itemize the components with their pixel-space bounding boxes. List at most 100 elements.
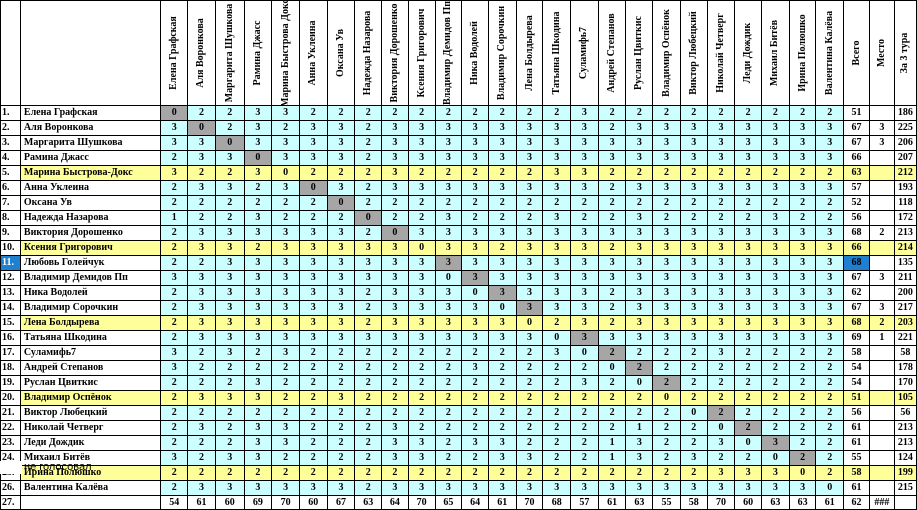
tours-cell[interactable]: 178 [893,360,917,376]
column-total-cell[interactable]: 61 [487,495,517,510]
score-cell[interactable]: 3 [515,240,544,256]
score-cell[interactable]: 2 [542,105,572,121]
score-cell[interactable]: 3 [326,300,356,316]
score-cell[interactable]: 3 [434,150,463,166]
score-cell[interactable]: 2 [734,375,763,391]
score-cell[interactable]: 3 [461,360,489,376]
score-cell[interactable]: 2 [298,450,328,466]
score-cell[interactable]: 3 [407,435,436,451]
score-cell[interactable]: 0 [243,150,273,166]
score-cell[interactable]: 3 [652,330,681,346]
score-cell[interactable]: 3 [679,315,708,331]
score-cell[interactable]: 2 [542,405,572,421]
score-cell[interactable]: 3 [187,240,216,256]
score-cell[interactable]: 0 [761,450,790,466]
score-cell[interactable]: 3 [706,300,736,316]
score-cell[interactable]: 3 [761,480,790,496]
score-cell[interactable]: 2 [354,165,383,181]
score-cell[interactable]: 2 [187,375,216,391]
score-cell[interactable]: 2 [187,435,216,451]
row-number[interactable]: 26. [0,480,21,496]
place-cell[interactable] [868,195,895,211]
score-cell[interactable]: 3 [407,135,436,151]
score-cell[interactable]: 2 [214,120,245,136]
tours-cell[interactable]: 213 [893,420,917,436]
score-cell[interactable]: 3 [271,315,300,331]
score-cell[interactable]: 2 [160,465,189,481]
score-cell[interactable]: 3 [625,225,654,241]
score-cell[interactable]: 3 [788,255,817,271]
score-cell[interactable]: 0 [679,405,708,421]
empty-cell[interactable] [893,495,917,510]
score-cell[interactable]: 2 [515,375,544,391]
column-header[interactable]: Ирина Полюшко [788,0,817,106]
score-cell[interactable]: 3 [381,330,409,346]
score-cell[interactable]: 3 [214,150,245,166]
score-cell[interactable]: 3 [597,225,627,241]
score-cell[interactable]: 2 [407,420,436,436]
row-number[interactable]: 2. [0,120,21,136]
score-cell[interactable]: 0 [597,360,627,376]
score-cell[interactable]: 2 [515,405,544,421]
tours-cell[interactable]: 118 [893,195,917,211]
score-cell[interactable]: 3 [487,450,517,466]
score-cell[interactable]: 3 [597,150,627,166]
score-cell[interactable]: 3 [625,255,654,271]
score-cell[interactable]: 3 [434,255,463,271]
column-total-cell[interactable]: 61 [187,495,216,510]
score-cell[interactable]: 2 [815,390,845,406]
score-cell[interactable]: 3 [515,480,544,496]
score-cell[interactable]: 3 [487,480,517,496]
score-cell[interactable]: 2 [354,465,383,481]
total-cell[interactable]: 58 [843,465,870,481]
score-cell[interactable]: 2 [625,105,654,121]
participant-name[interactable]: Анна Уклеина [19,180,162,196]
score-cell[interactable]: 3 [214,480,245,496]
score-cell[interactable]: 0 [515,315,544,331]
score-cell[interactable]: 2 [354,420,383,436]
score-cell[interactable]: 3 [381,150,409,166]
score-cell[interactable]: 2 [214,165,245,181]
score-cell[interactable]: 3 [679,285,708,301]
score-cell[interactable]: 2 [652,360,681,376]
score-cell[interactable]: 2 [354,480,383,496]
participant-name[interactable]: Аля Воронкова [19,120,162,136]
score-cell[interactable]: 2 [597,165,627,181]
score-cell[interactable]: 2 [597,240,627,256]
score-cell[interactable]: 2 [652,210,681,226]
score-cell[interactable]: 2 [407,360,436,376]
score-cell[interactable]: 2 [487,360,517,376]
score-cell[interactable]: 3 [734,240,763,256]
score-cell[interactable]: 3 [625,270,654,286]
score-cell[interactable]: 2 [160,195,189,211]
score-cell[interactable]: 2 [187,105,216,121]
score-cell[interactable]: 2 [354,180,383,196]
total-cell[interactable]: 66 [843,240,870,256]
score-cell[interactable]: 2 [298,390,328,406]
score-cell[interactable]: 2 [187,210,216,226]
score-cell[interactable]: 3 [652,255,681,271]
total-cell[interactable]: 68 [843,225,870,241]
place-cell[interactable] [868,165,895,181]
score-cell[interactable]: 3 [326,390,356,406]
column-header[interactable]: Ксения Григорович [407,0,436,106]
score-cell[interactable]: 3 [214,390,245,406]
score-cell[interactable]: 3 [381,165,409,181]
score-cell[interactable]: 3 [542,150,572,166]
score-cell[interactable]: 3 [487,435,517,451]
column-header[interactable]: Валентина Калёва [815,0,845,106]
score-cell[interactable]: 3 [187,285,216,301]
score-cell[interactable]: 3 [298,120,328,136]
score-cell[interactable]: 2 [243,180,273,196]
score-cell[interactable]: 2 [354,390,383,406]
score-cell[interactable]: 3 [815,150,845,166]
score-cell[interactable]: 2 [214,405,245,421]
score-cell[interactable]: 3 [187,480,216,496]
place-cell[interactable] [868,375,895,391]
score-cell[interactable]: 3 [515,225,544,241]
tours-cell[interactable]: 206 [893,135,917,151]
place-cell[interactable] [868,105,895,121]
score-cell[interactable]: 2 [271,390,300,406]
score-cell[interactable]: 3 [243,315,273,331]
score-cell[interactable]: 3 [326,270,356,286]
